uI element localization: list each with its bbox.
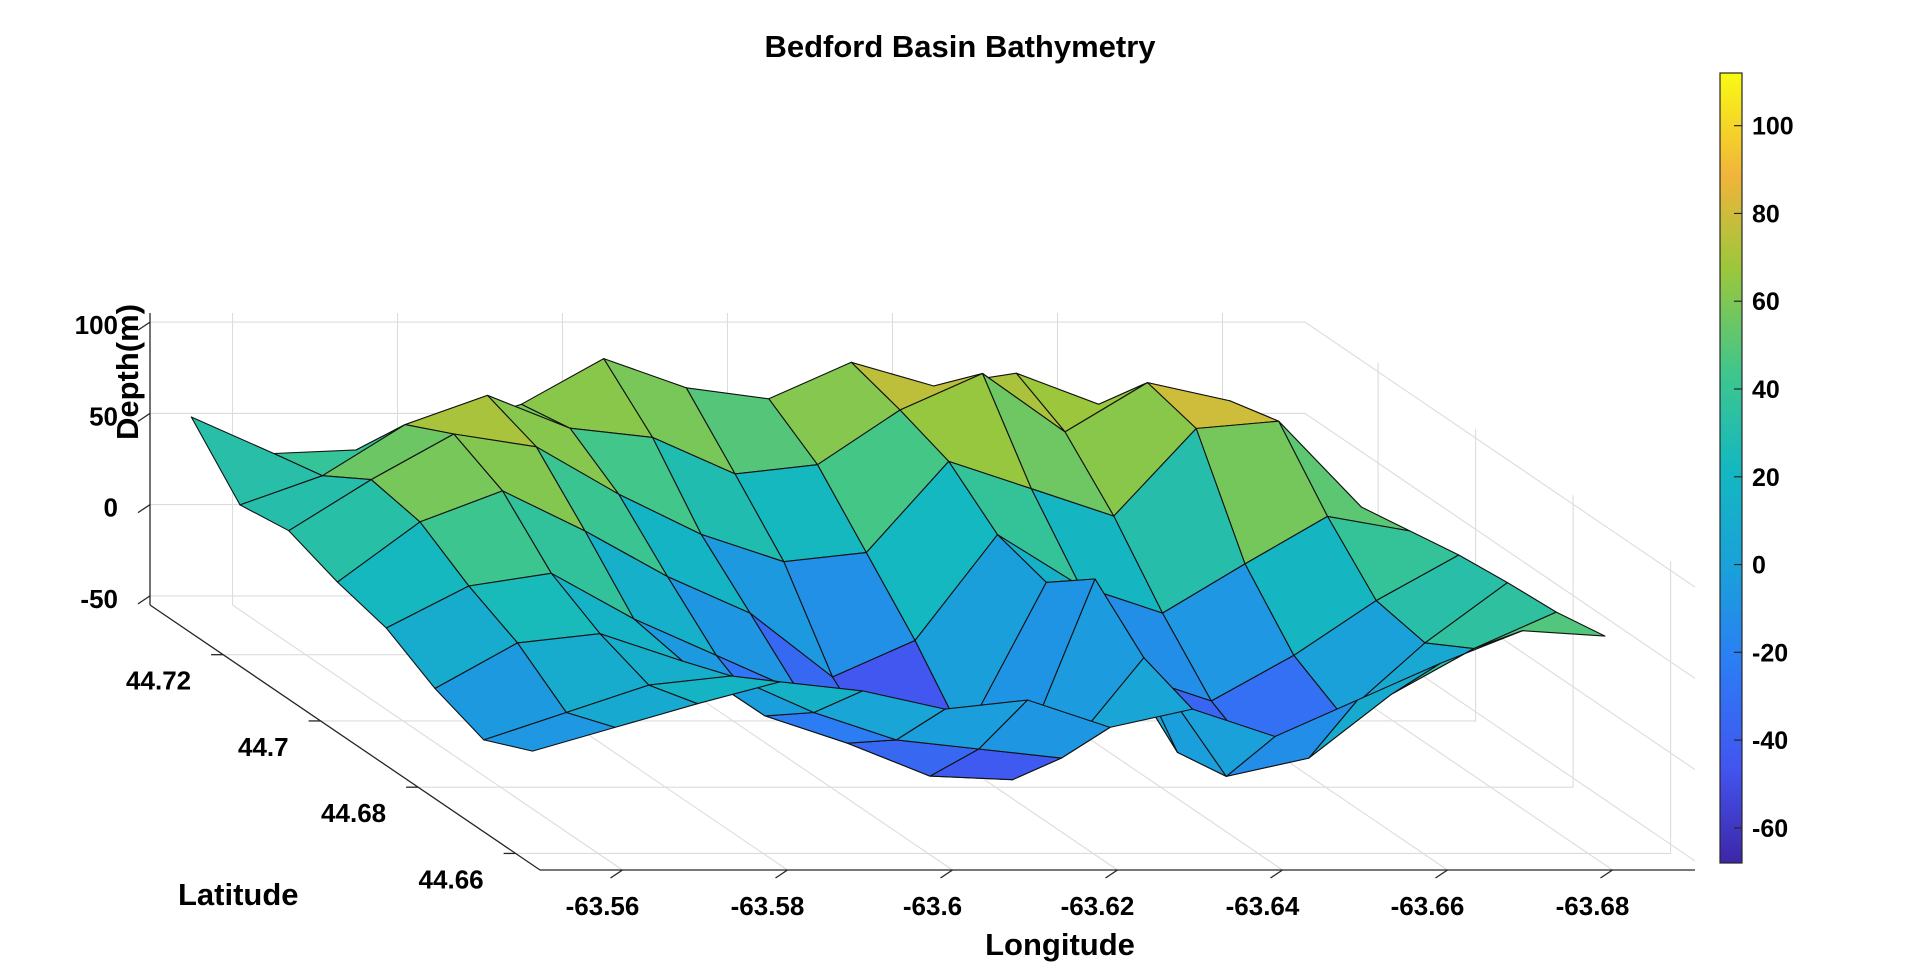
colorbar-tick-label: 0 (1752, 552, 1766, 580)
tick-labels: -63.56 -63.58 -63.6 -63.62 -63.64 -63.66 -63.6… (75, 310, 1630, 921)
chart-title: Bedford Basin Bathymetry (764, 29, 1156, 64)
y-tick-label: 44.72 (126, 666, 191, 696)
x-tick-label: -63.56 (566, 891, 640, 921)
y-axis-label: Latitude (178, 877, 299, 912)
x-tick-mark (1105, 869, 1118, 879)
colorbar-ticks: -60 -40 -20 0 20 40 60 80 100 (1734, 113, 1794, 843)
colorbar-tick-label: -40 (1752, 727, 1788, 755)
colorbar-tick-label: 60 (1752, 288, 1780, 316)
x-tick-label: -63.64 (1226, 891, 1300, 921)
grid-line-latitude (418, 495, 1574, 788)
grid-line-depth (150, 321, 1696, 588)
x-axis-label: Longitude (985, 927, 1135, 962)
z-tick-mark (137, 321, 151, 331)
x-tick-label: -63.62 (1061, 891, 1135, 921)
colorbar: -60 -40 -20 0 20 40 60 80 100 (1719, 72, 1794, 864)
z-axis-label: Depth(m) (110, 304, 145, 440)
colorbar-tick-label: -20 (1752, 639, 1788, 667)
x-tick-mark (610, 869, 623, 879)
z-tick-mark (137, 504, 151, 514)
grid-line-latitude (515, 561, 1672, 854)
y-tick-label: 44.7 (238, 732, 289, 762)
x-tick-mark (1270, 869, 1283, 879)
z-tick-label: 50 (89, 401, 118, 431)
z-tick-mark (137, 412, 151, 422)
surface-patch (483, 711, 616, 752)
y-tick-label: 44.66 (419, 864, 484, 894)
bathymetry-surface (190, 358, 1606, 781)
colorbar-tick-label: 20 (1752, 464, 1780, 492)
y-tick-label: 44.68 (321, 798, 386, 828)
z-tick-label: 0 (104, 493, 118, 523)
colorbar-tick-label: -60 (1752, 815, 1788, 843)
x-tick-label: -63.6 (903, 891, 962, 921)
y-axis-line (149, 604, 541, 871)
colorbar-bar (1719, 72, 1743, 864)
x-tick-mark (1600, 869, 1613, 879)
z-tick-label: -50 (80, 584, 118, 614)
z-tick-mark (137, 595, 151, 605)
x-tick-mark (940, 869, 953, 879)
z-tick-label: 100 (75, 310, 118, 340)
x-tick-mark (1435, 869, 1448, 879)
x-tick-label: -63.66 (1391, 891, 1465, 921)
x-tick-label: -63.68 (1556, 891, 1630, 921)
colorbar-tick-label: 80 (1752, 200, 1780, 228)
x-tick-label: -63.58 (731, 891, 805, 921)
grid-line-latitude (320, 428, 1477, 722)
x-tick-mark (775, 869, 788, 879)
colorbar-tick-label: 40 (1752, 376, 1780, 404)
grid-line-longitude (231, 313, 623, 871)
colorbar-tick-label: 100 (1752, 113, 1794, 141)
